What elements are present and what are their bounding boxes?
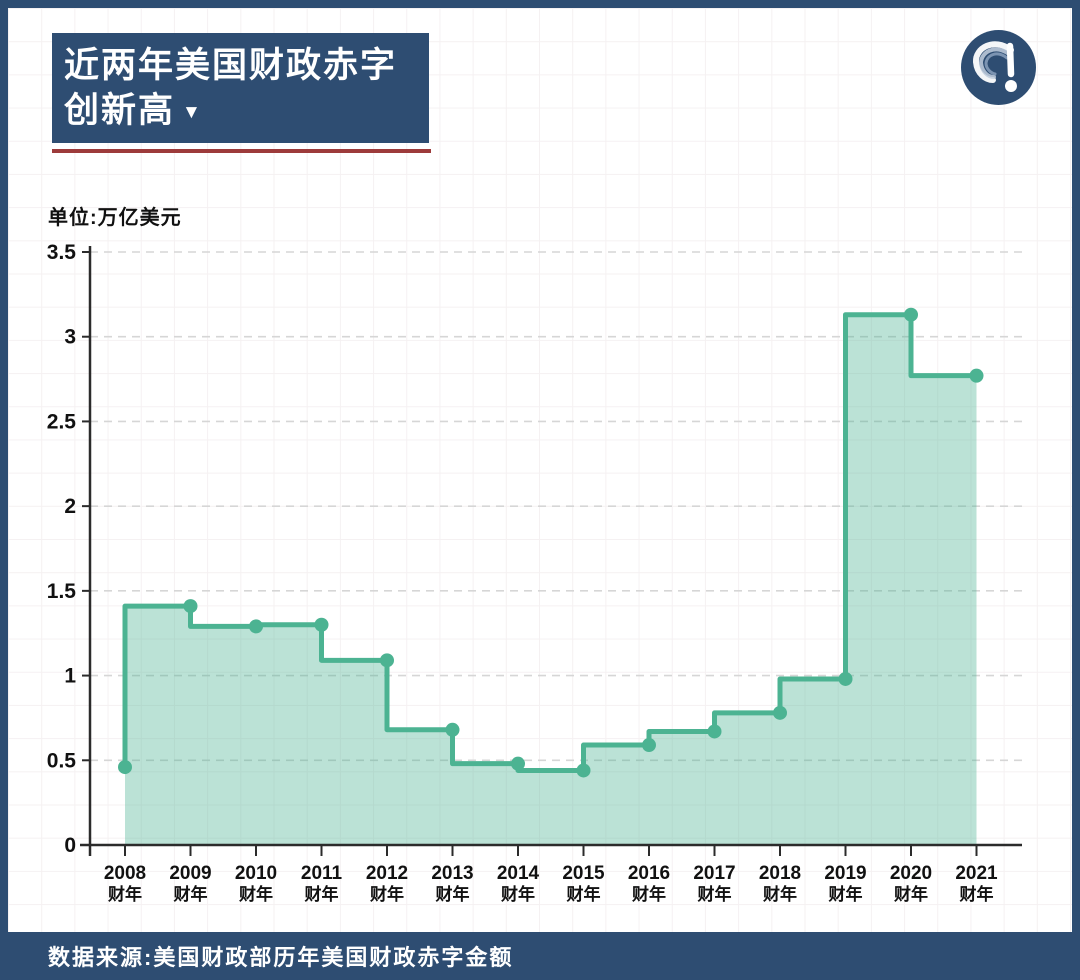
x-tick-label-year: 2015 (562, 863, 605, 884)
y-tick-label: 1 (64, 665, 76, 688)
data-point (642, 738, 656, 753)
x-tick-label-year: 2019 (824, 863, 866, 884)
x-tick-label-year: 2021 (955, 863, 998, 884)
x-tick-label-suffix: 财年 (828, 884, 863, 904)
title-underline (52, 149, 431, 153)
x-tick-label-suffix: 财年 (959, 884, 994, 904)
page-title-line1: 近两年美国财政赤字 (64, 46, 398, 85)
data-point (118, 760, 132, 775)
y-tick-label: 1.5 (47, 580, 77, 603)
data-point (183, 599, 198, 614)
data-point (904, 307, 918, 322)
x-tick-label-suffix: 财年 (566, 884, 601, 904)
title-box: 近两年美国财政赤字 创新高 ▼ (52, 33, 429, 143)
y-tick-label: 3 (64, 326, 76, 349)
data-point (773, 705, 787, 720)
brand-logo-icon (961, 30, 1036, 105)
data-point (445, 722, 460, 737)
page-title-line2: 创新高 ▼ (64, 91, 201, 130)
area-fill (125, 314, 977, 845)
x-tick-label-year: 2008 (104, 863, 146, 884)
data-point (969, 368, 984, 383)
x-tick-label-suffix: 财年 (500, 884, 535, 904)
x-tick-label-year: 2013 (431, 863, 473, 884)
y-tick-label: 0.5 (47, 749, 77, 772)
x-tick-label-year: 2009 (169, 863, 211, 884)
x-tick-label-year: 2011 (301, 863, 343, 884)
x-tick-label-year: 2014 (497, 863, 540, 884)
source-label: 数据来源:美国财政部历年美国财政赤字金额 (48, 945, 514, 970)
x-tick-label-year: 2010 (235, 863, 277, 884)
x-tick-label-year: 2017 (693, 863, 735, 884)
x-tick-label-suffix: 财年 (762, 884, 797, 904)
source-bar: 数据来源:美国财政部历年美国财政赤字金额 (0, 932, 1080, 980)
data-point (707, 724, 722, 739)
x-tick-label-suffix: 财年 (304, 884, 339, 904)
y-tick-label: 2.5 (47, 410, 77, 433)
x-tick-label-suffix: 财年 (173, 884, 208, 904)
x-tick-label-year: 2016 (628, 863, 670, 884)
x-tick-label-year: 2012 (366, 863, 408, 884)
y-tick-label: 2 (64, 495, 76, 518)
x-tick-label-year: 2018 (759, 863, 801, 884)
data-point (511, 756, 525, 771)
x-tick-label-suffix: 财年 (631, 884, 666, 904)
data-point (380, 653, 394, 668)
x-tick-label-suffix: 财年 (369, 884, 404, 904)
x-tick-label-suffix: 财年 (238, 884, 273, 904)
x-tick-label-suffix: 财年 (107, 884, 142, 904)
x-tick-label-suffix: 财年 (435, 884, 470, 904)
triangle-down-icon: ▼ (182, 102, 201, 123)
y-tick-label: 3.5 (47, 241, 77, 264)
data-point (249, 619, 263, 634)
x-tick-label-suffix: 财年 (893, 884, 928, 904)
data-point (838, 671, 853, 686)
unit-label: 单位:万亿美元 (48, 207, 182, 229)
x-tick-label-suffix: 财年 (697, 884, 732, 904)
x-tick-label-year: 2020 (890, 863, 932, 884)
data-point (314, 617, 329, 632)
data-point (576, 763, 591, 778)
y-tick-label: 0 (64, 834, 76, 857)
